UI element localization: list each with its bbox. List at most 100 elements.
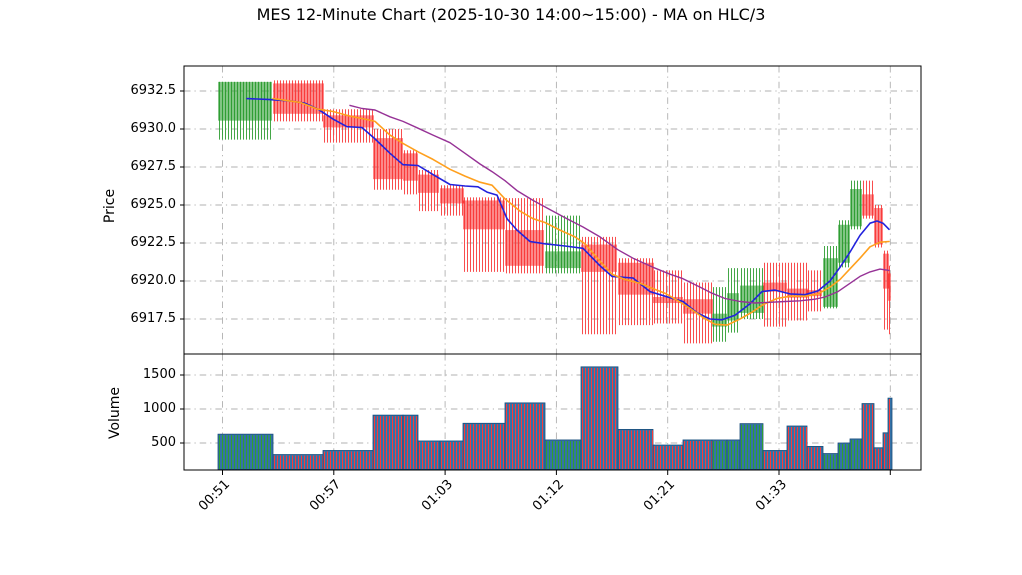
candle-body xyxy=(727,293,730,321)
volume-tick-label: 1500 xyxy=(142,367,176,382)
price-tick-label: 6922.5 xyxy=(130,235,177,250)
candle-body xyxy=(449,188,452,204)
candle-body xyxy=(472,200,475,230)
candle-body xyxy=(487,200,490,230)
candle-body xyxy=(587,244,590,272)
candle-body xyxy=(297,83,300,114)
candle-body xyxy=(602,244,605,272)
candle-body xyxy=(257,81,260,121)
candle-body xyxy=(651,262,654,295)
candle-body xyxy=(880,208,883,245)
price-tick-label: 6932.5 xyxy=(130,83,177,98)
candle-body xyxy=(755,285,758,313)
candle-body xyxy=(689,299,692,314)
candle-body xyxy=(569,251,572,269)
price-tick-label: 6920.0 xyxy=(130,273,177,288)
candle-body xyxy=(563,251,566,269)
ma-slow-line xyxy=(349,104,890,304)
candle-body xyxy=(847,224,850,263)
candle-body xyxy=(478,200,481,230)
candle-body xyxy=(344,115,347,128)
candle-body xyxy=(520,230,523,266)
candle-group xyxy=(883,250,889,330)
candle-body xyxy=(461,188,464,204)
candle-body xyxy=(572,251,575,269)
ma-lines xyxy=(246,97,890,326)
candle-body xyxy=(668,296,671,304)
candle-body xyxy=(388,138,391,180)
candle-body xyxy=(415,153,418,181)
candle-body xyxy=(557,251,560,269)
candle-body xyxy=(221,81,224,121)
candle-body xyxy=(397,138,400,180)
candle-body xyxy=(648,262,651,295)
candle-body xyxy=(318,83,321,114)
price-tick-label: 6927.5 xyxy=(130,159,177,174)
candle-body xyxy=(266,81,269,121)
candle-body xyxy=(784,282,787,292)
candle-body xyxy=(778,282,781,292)
candle-body xyxy=(874,208,877,245)
candle-body xyxy=(886,253,889,289)
candle-body xyxy=(799,288,802,298)
candle-body xyxy=(440,188,443,204)
candle-body xyxy=(599,244,602,272)
candle-body xyxy=(452,188,455,204)
candle-body xyxy=(291,83,294,114)
candle-body xyxy=(312,83,315,114)
candle-body xyxy=(813,290,816,297)
candle-body xyxy=(502,200,505,230)
candle-body xyxy=(627,262,630,295)
candle-body xyxy=(758,285,761,313)
candle-body xyxy=(376,138,379,180)
candle-body xyxy=(630,262,633,295)
candle-body xyxy=(421,174,424,193)
candle-body xyxy=(269,81,272,121)
candle-body xyxy=(245,81,248,121)
candle-body xyxy=(736,293,739,321)
candle-body xyxy=(263,81,266,121)
candle-body xyxy=(823,258,826,307)
candle-body xyxy=(841,224,844,263)
candle-body xyxy=(532,230,535,266)
candle-body xyxy=(844,224,847,263)
candle-body xyxy=(227,81,230,121)
candle-group xyxy=(218,81,272,140)
candle-body xyxy=(581,244,584,272)
candle-body xyxy=(409,153,412,181)
candle-body xyxy=(584,244,587,272)
candle-body xyxy=(578,251,581,269)
candle-group xyxy=(323,109,374,143)
candle-body xyxy=(368,115,371,128)
candle-body xyxy=(329,115,332,128)
candle-group xyxy=(862,180,874,219)
candle-body xyxy=(379,138,382,180)
candle-body xyxy=(218,81,221,121)
candle-body xyxy=(636,262,639,295)
candle-body xyxy=(475,200,478,230)
candle-body xyxy=(781,282,784,292)
candle-body xyxy=(463,200,466,230)
candle-body xyxy=(303,83,306,114)
candle-body xyxy=(362,115,365,128)
candle-body xyxy=(455,188,458,204)
candle-body xyxy=(385,138,388,180)
candle-group xyxy=(418,170,439,212)
candle-body xyxy=(332,115,335,128)
candle-body xyxy=(365,115,368,128)
candle-body xyxy=(505,230,508,266)
candle-body xyxy=(412,153,415,181)
ma-mid-line xyxy=(272,97,890,326)
candle-body xyxy=(624,262,627,295)
candle-body xyxy=(260,81,263,121)
candle-body xyxy=(746,285,749,313)
candle-body xyxy=(251,81,254,121)
price-tick-label: 6930.0 xyxy=(130,121,177,136)
candle-body xyxy=(829,258,832,307)
candle-body xyxy=(443,188,446,204)
candle-body xyxy=(279,83,282,114)
candle-body xyxy=(523,230,526,266)
candle-body xyxy=(769,282,772,292)
candle-body xyxy=(790,288,793,298)
